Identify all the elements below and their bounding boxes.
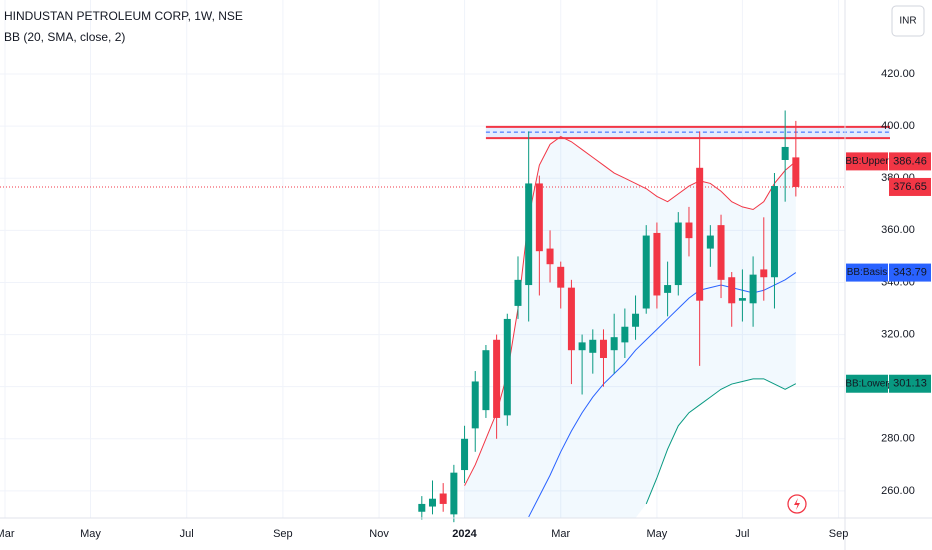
x-tick-label: Mar — [0, 528, 15, 540]
candle-body — [738, 298, 746, 301]
currency-button[interactable] — [891, 5, 925, 37]
y-tick-label: 400.00 — [881, 120, 915, 132]
candle-body — [685, 222, 693, 239]
price-tag-value: 343.79 — [893, 266, 927, 278]
candle-body — [535, 183, 543, 252]
level-zone — [485, 126, 890, 139]
price-tag-value: 301.13 — [893, 378, 927, 390]
y-tick-label: 420.00 — [881, 68, 915, 80]
candle-body — [599, 339, 607, 359]
price-tag-value: 376.65 — [893, 181, 927, 193]
x-tick-label: May — [647, 528, 668, 540]
indicator-tag — [846, 374, 888, 393]
bb-fill — [464, 136, 796, 518]
candle-body — [439, 493, 447, 504]
candle-body — [792, 157, 800, 187]
candle-body — [471, 381, 479, 429]
plot — [0, 110, 890, 523]
x-tick-label: Jul — [180, 528, 194, 540]
candle-body — [717, 225, 725, 280]
candle-body — [461, 438, 469, 471]
y-tick-label: 280.00 — [881, 433, 915, 445]
chart-title: HINDUSTAN PETROLEUM CORP, 1W, NSE — [4, 9, 243, 23]
candle-body — [525, 183, 533, 286]
candle-body — [418, 503, 426, 512]
candle-body — [664, 285, 672, 293]
indicator-tag-name: BB:Upper — [845, 156, 889, 167]
y-tick-label: 260.00 — [881, 485, 915, 497]
candle-body — [567, 287, 575, 351]
bb-line — [645, 378, 797, 505]
price-tag — [889, 177, 931, 196]
candle-body — [674, 222, 682, 286]
x-tick-label: May — [80, 528, 101, 540]
candle-body — [760, 269, 768, 278]
candle-body — [546, 248, 554, 265]
price-tag — [889, 152, 931, 171]
indicator-tag-name: BB:Lower — [845, 378, 889, 389]
candle-body — [503, 318, 511, 416]
candle-body — [514, 279, 522, 306]
candle-body — [706, 235, 714, 249]
x-tick-label: Jul — [735, 528, 749, 540]
candle-body — [696, 167, 704, 301]
candle-body — [653, 232, 661, 296]
candle-body — [578, 342, 586, 351]
price-tag-value: 386.46 — [893, 155, 927, 167]
candle-body — [749, 274, 757, 304]
price-labels: 376.65 386.46 BB:Upper 343.79 BB:Basis 301.13… — [845, 152, 931, 393]
indicator-tag — [846, 263, 888, 282]
x-tick-label: 2024 — [452, 528, 477, 540]
y-tick-label: 320.00 — [881, 328, 915, 340]
candle-body — [557, 266, 565, 288]
candle-body — [589, 339, 597, 353]
x-tick-label: Sep — [273, 528, 293, 540]
candle-body — [482, 350, 490, 411]
candle-body — [428, 498, 436, 507]
grid — [0, 0, 845, 518]
indicator-tag — [846, 152, 888, 171]
x-tick-label: Sep — [829, 528, 849, 540]
y-tick-label: 360.00 — [881, 224, 915, 236]
candle-body — [781, 146, 789, 160]
indicator-tag-name: BB:Basis — [847, 267, 888, 278]
candle-body — [621, 326, 629, 343]
price-tag — [889, 374, 931, 393]
candle-body — [610, 337, 618, 351]
candle-body — [642, 235, 650, 309]
candle-body — [728, 277, 736, 304]
candle-body — [493, 339, 501, 418]
candle-body — [450, 472, 458, 515]
currency-label: INR — [899, 16, 916, 27]
candle-body — [770, 186, 778, 278]
price-tag — [889, 263, 931, 282]
indicator-title: BB (20, SMA, close, 2) — [4, 30, 125, 44]
x-tick-label: Mar — [551, 528, 570, 540]
event-icon-bolt — [794, 498, 800, 510]
x-tick-label: Nov — [369, 528, 389, 540]
candle-body — [632, 313, 640, 327]
